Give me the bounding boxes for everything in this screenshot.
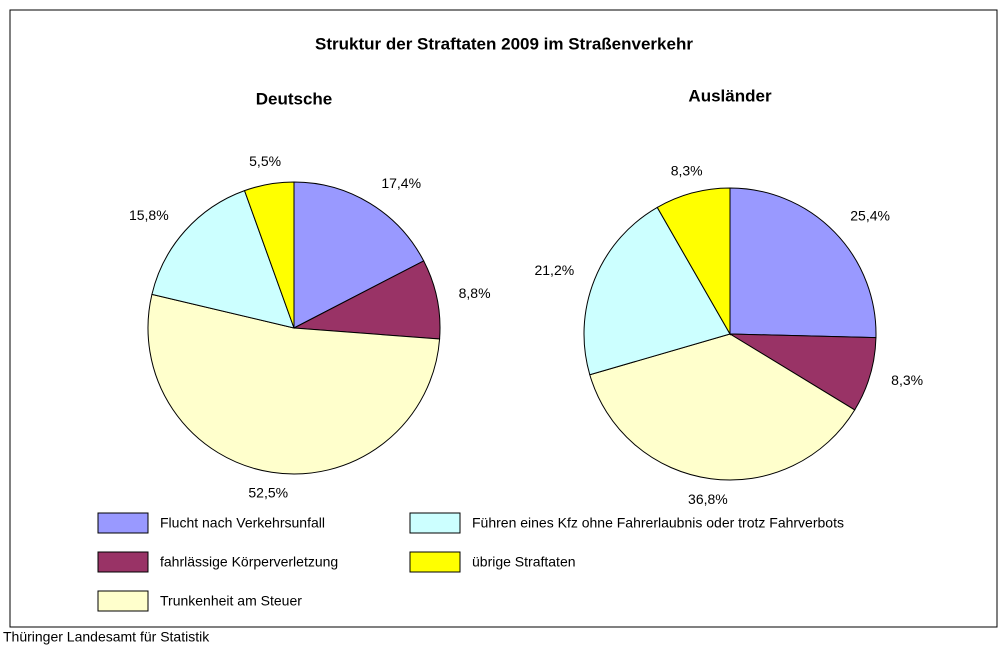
pie-slice bbox=[147, 293, 441, 475]
pie-title: Ausländer bbox=[688, 86, 772, 105]
data-label: 36,8% bbox=[688, 491, 728, 507]
legend-label: Flucht nach Verkehrsunfall bbox=[160, 515, 325, 531]
data-label: 8,3% bbox=[671, 162, 703, 178]
data-label: 5,5% bbox=[249, 153, 281, 169]
pie-slice bbox=[292, 260, 441, 340]
pie-slice bbox=[729, 187, 877, 339]
legend-swatch bbox=[409, 512, 461, 534]
data-label: 15,8% bbox=[129, 207, 169, 223]
pie-slice bbox=[583, 206, 731, 376]
pie-slice bbox=[293, 181, 425, 329]
data-label: 25,4% bbox=[850, 207, 890, 223]
legend-label: fahrlässige Körperverletzung bbox=[160, 554, 338, 570]
legend-swatch bbox=[97, 590, 149, 612]
pie-title: Deutsche bbox=[256, 89, 333, 108]
legend-swatch bbox=[97, 551, 149, 573]
data-label: 8,3% bbox=[891, 372, 923, 388]
pie-slice bbox=[589, 333, 856, 481]
data-label: 21,2% bbox=[534, 262, 574, 278]
legend-label: Trunkenheit am Steuer bbox=[160, 593, 302, 609]
legend-swatch bbox=[409, 551, 461, 573]
legend-label: Führen eines Kfz ohne Fahrerlaubnis oder… bbox=[472, 515, 844, 531]
pie-slice bbox=[656, 187, 731, 336]
legend-label: übrige Straftaten bbox=[472, 554, 576, 570]
data-label: 8,8% bbox=[459, 285, 491, 301]
chart-title: Struktur der Straftaten 2009 im Straßenv… bbox=[315, 34, 693, 53]
source: Thüringer Landesamt für Statistik bbox=[3, 629, 210, 645]
legend-swatch bbox=[97, 512, 149, 534]
data-label: 52,5% bbox=[248, 485, 288, 501]
pie-slice bbox=[151, 189, 295, 329]
pie-slice bbox=[243, 181, 295, 329]
data-label: 17,4% bbox=[381, 175, 421, 191]
